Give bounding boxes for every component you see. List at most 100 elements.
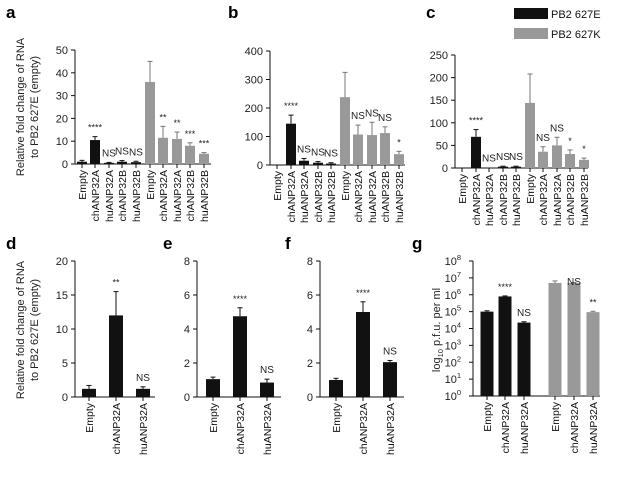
bar: [394, 154, 404, 165]
category-label: huANP32B: [199, 170, 211, 222]
category-label: Empty: [145, 169, 157, 200]
y-tick-label: 2: [184, 358, 190, 370]
bar: [329, 380, 343, 397]
significance-label: NS: [311, 148, 325, 159]
significance-label: **: [159, 112, 167, 122]
category-label: huANP32A: [299, 171, 311, 223]
significance-label: NS: [365, 108, 379, 119]
y-tick-label: 20: [56, 113, 68, 125]
category-label: chANP32A: [500, 402, 512, 453]
bar: [567, 282, 581, 396]
bar: [158, 137, 168, 164]
significance-label: ****: [284, 101, 299, 111]
category-label: huANP32A: [138, 403, 150, 455]
y-tick-label: 50: [56, 45, 68, 57]
category-label: Empty: [525, 173, 537, 204]
bar: [552, 145, 562, 168]
significance-label: ***: [199, 139, 210, 149]
bar: [117, 161, 127, 164]
y-tick-label: 100: [245, 132, 263, 144]
bar: [172, 138, 182, 164]
y-tick-label: 0: [442, 163, 448, 175]
y-tick-label: 100: [430, 118, 448, 130]
bar: [104, 162, 114, 164]
y-tick-label: 108: [445, 253, 461, 268]
y-tick-label: 200: [245, 103, 263, 115]
y-axis-label-line: Relative fold change of RNA: [15, 260, 27, 399]
bar: [380, 133, 390, 165]
significance-label: NS: [260, 365, 274, 376]
significance-label: NS: [496, 152, 510, 163]
y-tick-label: 103: [445, 337, 461, 352]
category-label: chANP32A: [286, 171, 298, 222]
category-label: chANP32A: [358, 403, 370, 454]
y-tick-label: 300: [245, 75, 263, 87]
category-label: huANP32A: [552, 174, 564, 226]
panel-letter-c: c: [426, 3, 435, 22]
bar: [260, 382, 274, 397]
y-tick-label: 105: [445, 304, 461, 319]
y-tick-label: 8: [307, 256, 313, 268]
panel-d: d 0 5 10 15 20 Relative fold change of RNA to P…: [6, 234, 155, 455]
y-tick-label: 104: [445, 321, 461, 336]
bar: [185, 145, 195, 164]
significance-label: NS: [509, 152, 523, 163]
y-tick-label: 8: [184, 256, 190, 268]
bar: [353, 134, 363, 165]
category-label: chANP32B: [313, 171, 325, 222]
legend: PB2 627E PB2 627K: [514, 8, 601, 41]
significance-label: NS: [550, 123, 564, 134]
bar: [484, 167, 494, 169]
category-label: huANP32A: [484, 174, 496, 226]
y-tick-label: 200: [430, 73, 448, 85]
y-tick-label: 40: [56, 68, 68, 80]
y-tick-label: 0: [257, 160, 263, 172]
category-label: Empty: [84, 402, 96, 433]
significance-label: NS: [482, 154, 496, 165]
bar: [356, 312, 370, 397]
category-label: huANP32A: [519, 402, 531, 454]
bar: [565, 153, 575, 168]
category-label: chANP32A: [538, 174, 550, 225]
y-axis-label-line: Relative fold change of RNA: [15, 37, 27, 176]
bar: [579, 159, 589, 168]
bar: [471, 136, 481, 168]
significance-label: NS: [517, 308, 531, 319]
significance-label: *: [568, 136, 572, 146]
legend-swatch: [514, 8, 548, 19]
y-tick-label: 10: [56, 324, 68, 336]
category-label: chANP32A: [471, 174, 483, 225]
bar: [131, 162, 141, 164]
category-label: huANP32B: [131, 170, 143, 222]
y-tick-label: 4: [184, 324, 190, 336]
bar: [299, 160, 309, 165]
category-label: huANP32A: [172, 170, 184, 222]
bar: [548, 282, 562, 396]
significance-label: NS: [129, 147, 143, 158]
category-label: chANP32A: [569, 402, 581, 453]
category-label: chANP32A: [158, 170, 170, 221]
category-label: chANP32A: [235, 403, 247, 454]
group-significance-label: NS: [567, 277, 581, 288]
bar: [340, 97, 350, 165]
legend-label: PB2 627K: [551, 29, 601, 41]
bar: [199, 153, 209, 164]
y-tick-label: 5: [62, 358, 68, 370]
y-tick-label: 150: [430, 95, 448, 107]
significance-label: **: [589, 297, 597, 307]
bar: [313, 162, 323, 165]
y-tick-label: 50: [436, 140, 448, 152]
y-tick-label: 2: [307, 358, 313, 370]
y-tick-label: 100: [445, 388, 461, 403]
significance-label: NS: [136, 373, 150, 384]
significance-label: ****: [88, 123, 103, 133]
bar: [272, 164, 282, 166]
category-label: chANP32B: [117, 170, 129, 221]
significance-label: ***: [185, 129, 196, 139]
y-tick-label: 250: [430, 50, 448, 62]
panel-a: a 0 10 20 30 40 50 Relative fold change of RNA t…: [6, 3, 211, 222]
category-label: Empty: [340, 170, 352, 201]
category-label: chANP32A: [111, 403, 123, 454]
